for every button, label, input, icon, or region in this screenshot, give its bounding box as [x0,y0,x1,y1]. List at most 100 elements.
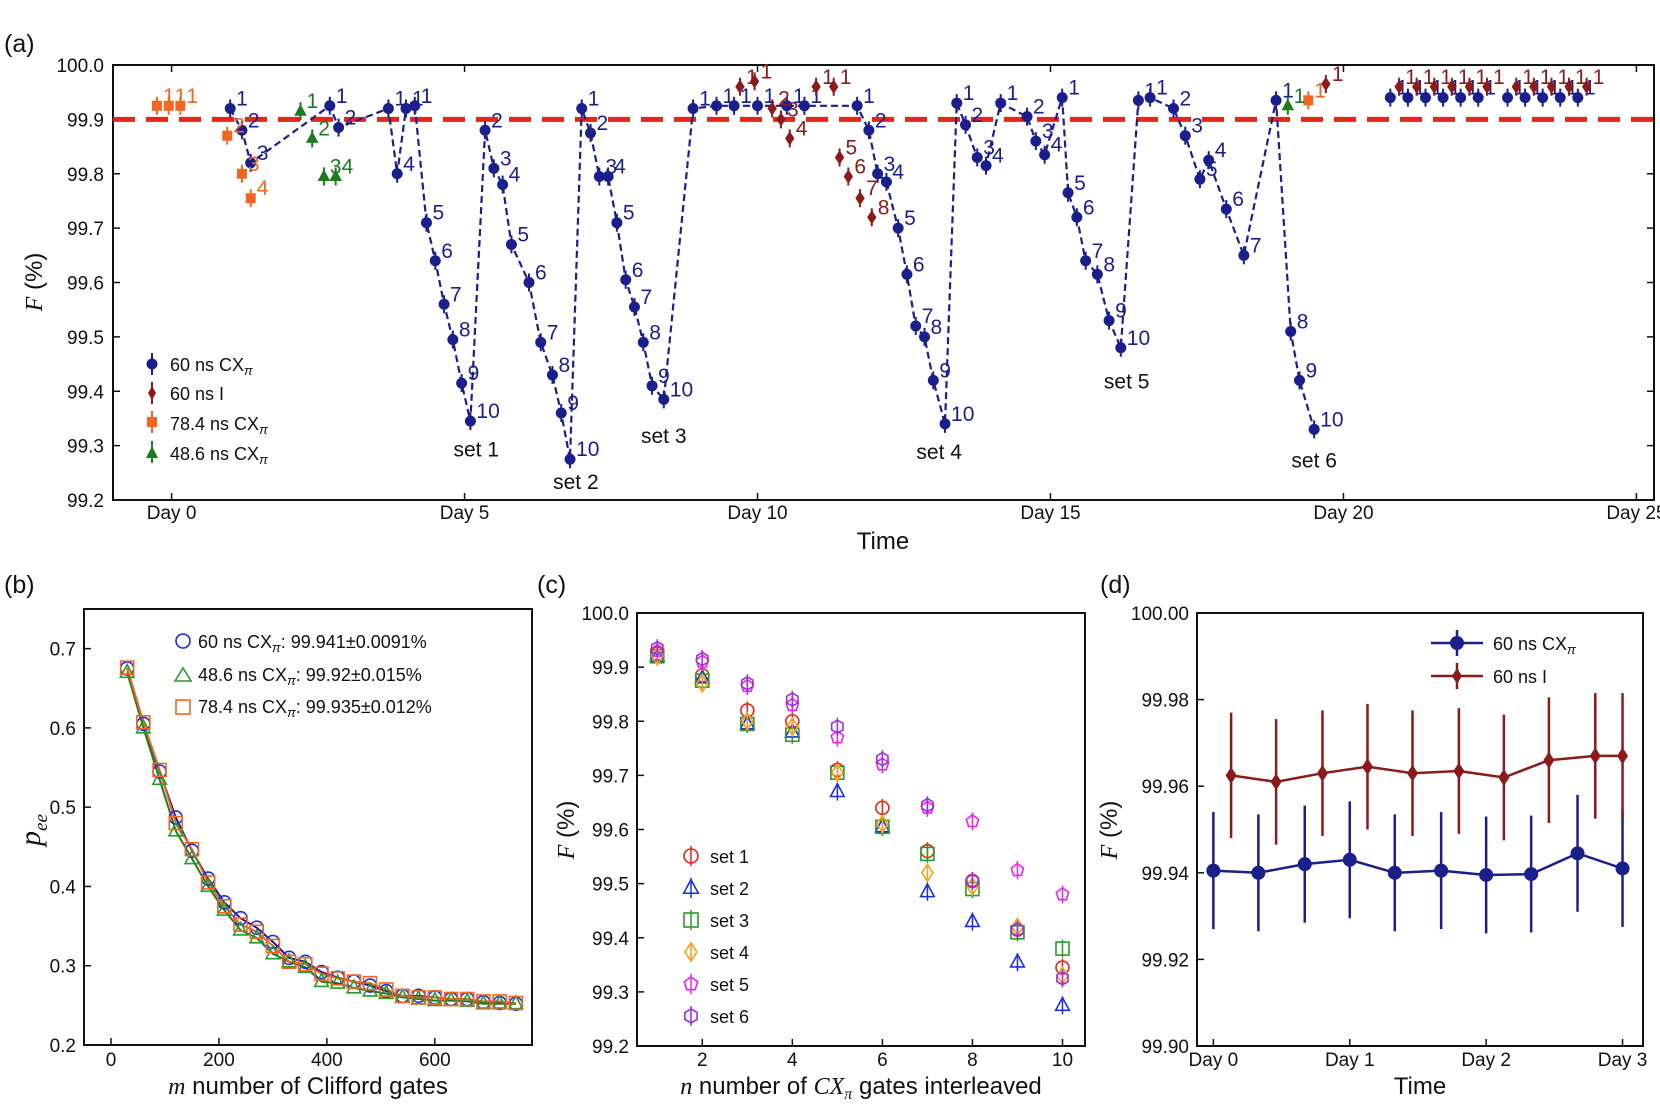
point-label: 1 [740,85,752,108]
panel-a-ylabel: F (%) [21,253,48,313]
point-label: 1 [793,85,805,108]
point-label: 3 [983,136,995,159]
point-label: 1 [1156,77,1168,100]
data-point [224,103,236,114]
x-tick-label: Day 1 [1325,1050,1375,1071]
panel-d-data [1206,693,1630,934]
data-point [1030,135,1042,147]
data-point [1055,941,1070,956]
legend-c-item: set 5 [683,974,749,995]
point-label: 10 [951,403,974,426]
data-point [1285,325,1297,337]
data-point [507,994,524,1010]
data-point [695,651,709,667]
legend-c-label: set 1 [710,847,749,867]
data-point [1453,762,1465,780]
data-point [508,995,524,1011]
point-label: 3 [605,155,617,178]
point-label: 10 [670,378,693,401]
set-label: set 3 [641,425,687,448]
point-label: 1 [1423,66,1435,89]
point-label: 1 [822,66,834,89]
panel-b-frame [83,608,533,1046]
data-point [362,975,378,991]
data-point [901,268,913,280]
point-label: 7 [1092,240,1104,263]
data-point [830,762,844,783]
data-point [1103,315,1115,327]
panel-c-data [649,639,1071,1015]
ylabel-symbol: F [22,296,48,312]
y-tick-label: 100.00 [1131,604,1189,625]
data-point [1387,865,1402,880]
legend-b-item-48ns: 48.6 ns CXπ: 99.92±0.015% [173,665,422,688]
point-label: 7 [450,283,462,306]
data-point [420,217,432,229]
data-point [576,103,588,114]
point-label: 6 [913,253,925,276]
y-tick-label: 100.0 [581,604,629,625]
data-point [1447,79,1457,94]
legend-a-pi: π [244,363,253,378]
data-point [1529,79,1539,94]
set-labels: set 1 set 2 set 3 set 4 set 5 set 6 [454,371,1337,495]
data-point [382,103,394,114]
point-label: 10 [476,400,499,423]
data-point [728,100,740,112]
data-point [345,978,363,994]
ylabel-unit: (%) [1096,801,1123,845]
data-point [921,797,934,813]
data-point [378,983,395,1000]
x-tick-label: 4 [787,1050,798,1071]
point-label: 1 [306,90,318,113]
data-point [1055,886,1070,901]
series-line [1230,754,1623,784]
x-tick-label: Day 0 [1189,1050,1239,1071]
point-label: 1 [761,60,773,83]
x-tick-label: Day 15 [1020,503,1080,524]
data-point [1091,268,1103,280]
panel-d: (d) 99.90 99.92 99.94 99.96 99.98 100.00 Day 0… [1096,571,1647,1100]
point-label: 1 [863,85,875,108]
panel-d-frame [1196,612,1644,1047]
series-line [1213,851,1623,877]
legend-c-item: set 6 [684,1006,749,1027]
data-point [426,991,444,1007]
legend-b-value: : 99.941±0.0091% [281,632,427,652]
point-label: 6 [632,259,644,282]
y-tick-label: 0.5 [50,798,76,819]
point-label: 1 [1405,66,1417,89]
data-point [459,991,475,1007]
panel-label-c: (c) [537,571,566,599]
point-label: 1 [1314,79,1326,102]
point-label: 1 [412,88,424,111]
point-label: 2 [248,109,260,132]
point-label: 1 [175,85,187,108]
legend-c-label: set 6 [710,1007,749,1027]
legend-marker [148,386,156,400]
point-label: 6 [1083,196,1095,219]
y-tick-label: 99.5 [67,328,104,349]
point-label: 5 [517,223,529,246]
data-point [1564,79,1574,94]
data-point [1203,154,1215,166]
data-point [245,157,257,169]
legend-c-label: set 3 [710,911,749,931]
point-label: 1 [1493,66,1505,89]
data-point [971,151,983,163]
legend-a-label: 60 ns CX [170,355,244,375]
data-point [876,751,889,767]
point-label: 9 [939,359,951,382]
point-label: 6 [441,240,453,263]
point-label: 3 [787,98,799,121]
y-tick-label: 0.7 [50,640,76,661]
xlabel-text: gates interleaved [852,1073,1041,1100]
data-point [314,966,329,981]
point-label: 3 [330,155,342,178]
svg-text:60 ns CXπ: 60 ns CXπ [170,355,253,378]
data-point [687,103,699,114]
data-point [1011,922,1024,938]
data-point [939,418,951,430]
